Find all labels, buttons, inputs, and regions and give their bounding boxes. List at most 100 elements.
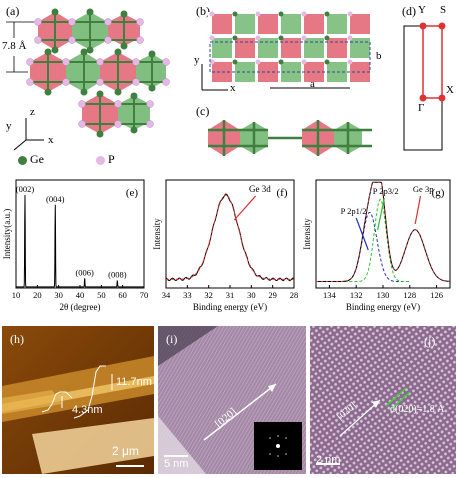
scale-bar-h: 2 μm (112, 444, 139, 458)
unit-cell (327, 38, 347, 58)
layer-bottom (82, 94, 150, 134)
x-tick-label: 28 (290, 290, 299, 300)
x-tick-label: 33 (183, 290, 192, 300)
panel-a: (a) (0, 0, 170, 170)
atom (324, 59, 330, 65)
atom (301, 11, 307, 17)
unit-cell (350, 38, 370, 58)
atom (324, 11, 330, 17)
annotation-p2p32: P 2p3/2 (373, 186, 399, 196)
x-axis-label: Binding energy (eV) (193, 302, 267, 312)
axis-x-label: x (48, 134, 54, 146)
xps-fit-curve (316, 181, 450, 282)
unit-cell (281, 14, 301, 34)
layer-spacing-label: 7.8 Å (2, 40, 27, 52)
ge-atom-icon (18, 155, 27, 165)
component-curve (329, 211, 410, 282)
afm-image (2, 326, 154, 474)
atom (255, 11, 261, 17)
hrtem-image (310, 326, 456, 474)
scale-bar-j: 2 nm (316, 454, 341, 466)
atom (232, 35, 238, 41)
legend-ge: Ge (18, 152, 44, 167)
x-tick-label: 10 (12, 290, 21, 300)
arrow-p2p12 (355, 217, 369, 251)
panel-label: (f) (277, 187, 288, 199)
axis-y-label: y (6, 120, 12, 132)
axis-z-label: z (30, 106, 35, 118)
panel-i: (i) [020] 5 nm (158, 326, 306, 474)
x-tick-label: 20 (33, 290, 42, 300)
x-tick-label: 40 (76, 290, 85, 300)
atom (209, 59, 215, 65)
point-x-label: X (446, 84, 454, 96)
atom (278, 11, 284, 17)
y-axis-label: Intensity (152, 218, 162, 250)
unit-cell (350, 14, 370, 34)
p-atom-icon (96, 155, 105, 165)
y-axis-label: Intensity(a.u.) (2, 209, 12, 259)
panel-c: (c) (190, 102, 390, 162)
x-tick-label: 132 (350, 290, 363, 300)
peak-label: (008) (108, 270, 127, 280)
panel-d: (d) Y S Γ X (392, 0, 458, 160)
panel-j: (j) [020] d(020)=1.8 Å 2 nm (310, 326, 456, 474)
atom (232, 11, 238, 17)
x-tick-label: 50 (97, 290, 106, 300)
peak-label: (004) (46, 194, 65, 204)
x-tick-label: 128 (403, 290, 416, 300)
scale-bar-i: 5 nm (164, 458, 189, 470)
y-axis-label: Intensity (302, 218, 312, 250)
legend-p-label: P (108, 152, 115, 166)
x-tick-label: 30 (54, 290, 63, 300)
annotation-p2p12: P 2p1/2 (341, 206, 367, 216)
x-tick-label: 130 (377, 290, 390, 300)
atom (347, 59, 353, 65)
axis-y-label-b: y (194, 54, 200, 66)
lattice-a-label: a (310, 78, 315, 90)
panel-i-label: (i) (166, 332, 178, 346)
x-tick-label: 60 (118, 290, 127, 300)
annotation-ge3p: Ge 3p (413, 184, 434, 194)
point-y-label: Y (418, 4, 426, 16)
panel-label: (e) (126, 187, 139, 199)
panel-d-label: (d) (402, 4, 416, 18)
atom (255, 35, 261, 41)
x-tick-label: 70 (140, 290, 149, 300)
xps-total-curve (316, 181, 450, 282)
brillouin-zone (403, 22, 446, 151)
layer-top (38, 12, 140, 50)
unit-cell (327, 14, 347, 34)
panel-b-label: (b) (196, 4, 210, 18)
point-gamma-label: Γ (418, 102, 425, 114)
unit-cell (212, 38, 232, 58)
height-profile-2: 4.3nm (72, 404, 103, 416)
legend-ge-label: Ge (30, 152, 44, 166)
point-s-label: S (440, 4, 447, 16)
x-axis-label: 2θ (degree) (59, 302, 100, 312)
panel-a-label: (a) (6, 4, 20, 18)
unit-cell (304, 14, 324, 34)
x-tick-label: 30 (247, 290, 256, 300)
panel-h: (h) 11.7nm 4.3nm 2 μm (2, 326, 154, 474)
panel-j-label: (j) (424, 334, 436, 348)
crystal-side-view (6, 8, 170, 151)
panel-c-label: (c) (196, 104, 210, 118)
peak-label: (006) (75, 267, 94, 277)
lattice-b-label: b (376, 50, 382, 62)
atom (347, 35, 353, 41)
x-tick-label: 126 (430, 290, 443, 300)
atom (278, 35, 284, 41)
x-axis-label: Binding energy (eV) (346, 302, 420, 312)
chain-view (208, 120, 372, 156)
unit-cell (304, 38, 324, 58)
atom (347, 11, 353, 17)
chart-g: 134 132 130 128 126 Binding energy (eV) Intens… (302, 179, 451, 312)
height-profile-1: 11.7nm (116, 376, 152, 388)
x-tick-label: 34 (162, 290, 171, 300)
layer-middle (30, 52, 166, 92)
x-tick-label: 31 (226, 290, 235, 300)
panel-label: (g) (432, 187, 445, 199)
chart-f: 34 33 32 31 30 29 28 Binding energy (eV) Intensi… (152, 179, 299, 312)
atom (324, 35, 330, 41)
